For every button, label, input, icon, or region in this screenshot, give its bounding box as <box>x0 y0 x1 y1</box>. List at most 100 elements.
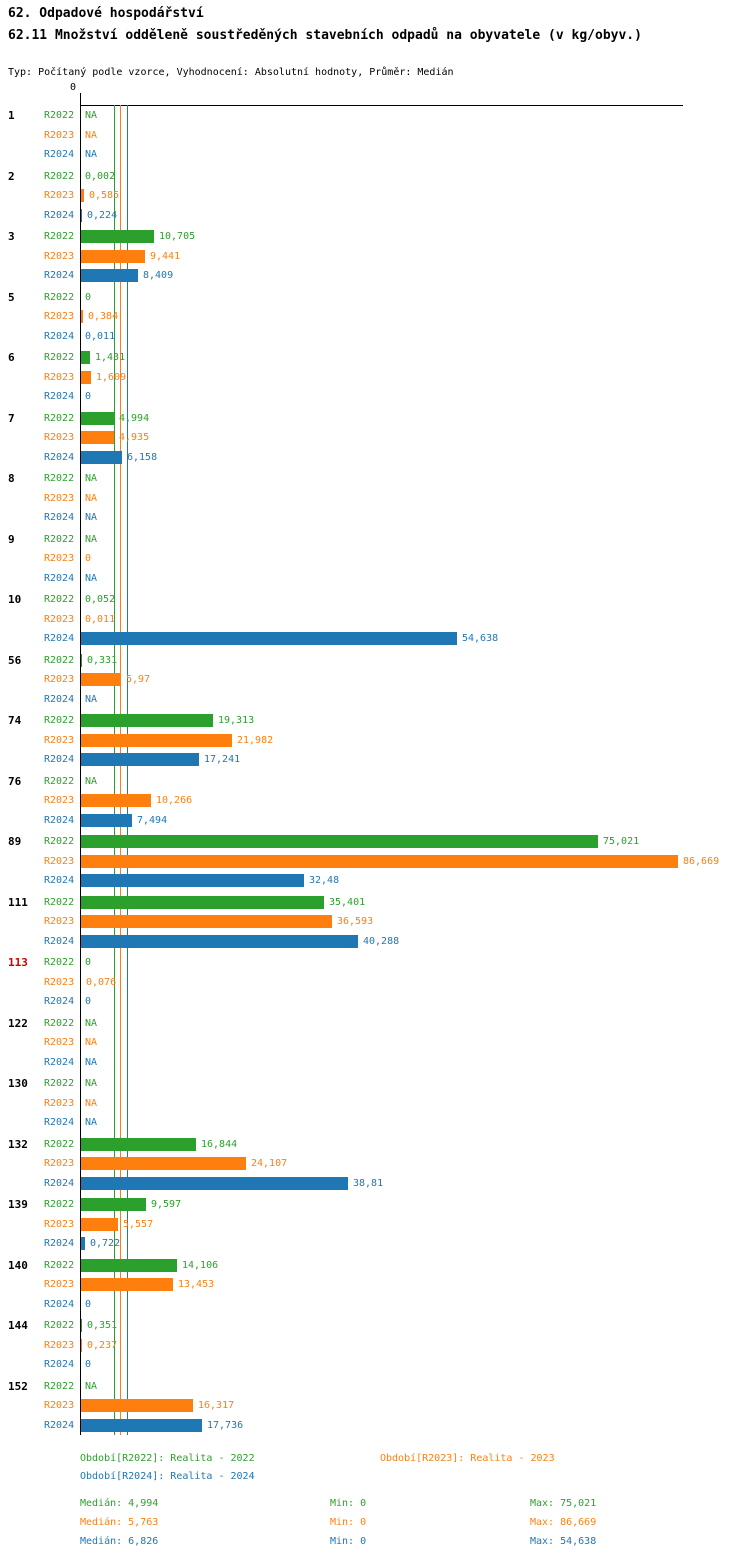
axis-vertical-line <box>80 105 81 1435</box>
group-id-label: 1 <box>8 109 15 123</box>
value-label: 0,331 <box>87 654 118 666</box>
value-label: 0,011 <box>85 613 116 625</box>
stat-max-r2023: Max: 86,669 <box>530 1517 597 1528</box>
value-label: 16,317 <box>198 1400 235 1412</box>
series-label: R2023 <box>44 1339 75 1351</box>
group-id-label: 5 <box>8 290 15 304</box>
bar-cell: 1,609 <box>80 370 750 384</box>
series-label: R2022 <box>44 231 75 243</box>
bar <box>80 673 121 687</box>
value-label: 24,107 <box>251 1158 288 1170</box>
chart-row: R2023 NA <box>0 1094 750 1114</box>
bar-cell: 0,351 <box>80 1319 750 1333</box>
value-label: NA <box>85 775 98 787</box>
bar-cell: 0,384 <box>80 310 750 324</box>
chart-row: 76 R2022 NA <box>0 772 750 792</box>
bar-cell: 0,011 <box>80 330 750 343</box>
bar-cell: 0,052 <box>80 593 750 606</box>
bar-cell: 86,669 <box>80 854 750 868</box>
group-id-label: 140 <box>8 1258 28 1272</box>
chart-meta-line: Typ: Počítaný podle vzorce, Vyhodnocení:… <box>8 67 454 78</box>
value-label: 19,313 <box>218 715 255 727</box>
series-label: R2023 <box>44 1037 75 1049</box>
series-label: R2023 <box>44 734 75 746</box>
legend: Období[R2022]: Realita - 2022 Období[R20… <box>80 1453 750 1482</box>
bar <box>80 934 358 948</box>
series-label: R2022 <box>44 1078 75 1090</box>
bar-cell: 35,401 <box>80 895 750 909</box>
series-label: R2024 <box>44 1238 75 1250</box>
chart-row: R2023 0,011 <box>0 610 750 630</box>
bar <box>80 653 82 667</box>
bar-cell: NA <box>80 693 750 706</box>
bar-cell: 0 <box>80 552 750 565</box>
chart-group: 140 R2022 14,106 R2023 13,453 R2024 0 <box>0 1256 750 1315</box>
value-label: 17,736 <box>207 1419 244 1431</box>
group-id-label: 139 <box>8 1198 28 1212</box>
bar <box>80 1237 85 1251</box>
series-label: R2024 <box>44 1419 75 1431</box>
bar <box>80 431 114 445</box>
chart-group: 144 R2022 0,351 R2023 0,237 R2024 0 <box>0 1316 750 1375</box>
chart-row: R2023 0,237 <box>0 1336 750 1356</box>
bar-cell: NA <box>80 511 750 524</box>
chart-row: R2024 38,81 <box>0 1174 750 1194</box>
chart-header: 62. Odpadové hospodářství 62.11 Množství… <box>0 0 750 78</box>
series-label: R2024 <box>44 1298 75 1310</box>
value-label: NA <box>85 1380 98 1392</box>
series-label: R2024 <box>44 391 75 403</box>
bar <box>80 1198 146 1212</box>
value-label: 0 <box>85 1298 92 1310</box>
series-label: R2022 <box>44 1380 75 1392</box>
bar-cell: 0,585 <box>80 189 750 203</box>
bar-cell: 17,241 <box>80 753 750 767</box>
bar <box>80 1217 118 1231</box>
group-id-label: 8 <box>8 472 15 486</box>
series-label: R2024 <box>44 149 75 161</box>
bar-cell: 8,409 <box>80 269 750 283</box>
value-label: 0,052 <box>85 594 116 606</box>
value-label: 0 <box>85 291 92 303</box>
bar-cell: 1,431 <box>80 351 750 365</box>
value-label: 6,158 <box>127 451 158 463</box>
chart-row: 130 R2022 NA <box>0 1074 750 1094</box>
chart-row: 8 R2022 NA <box>0 469 750 489</box>
series-label: R2022 <box>44 715 75 727</box>
series-label: R2023 <box>44 553 75 565</box>
series-label: R2024 <box>44 1056 75 1068</box>
chart-row: R2024 NA <box>0 145 750 165</box>
bar-cell: 36,593 <box>80 915 750 929</box>
chart-row: 56 R2022 0,331 <box>0 651 750 671</box>
group-id-label: 89 <box>8 835 22 849</box>
chart-group: 139 R2022 9,597 R2023 5,557 R2024 0,722 <box>0 1195 750 1254</box>
bar-cell: 32,48 <box>80 874 750 888</box>
chart-row: R2023 1,609 <box>0 368 750 388</box>
value-label: 9,597 <box>151 1199 182 1211</box>
chart-row: R2023 4,935 <box>0 428 750 448</box>
chart-row: 132 R2022 16,844 <box>0 1135 750 1155</box>
chart-group: 76 R2022 NA R2023 10,266 R2024 7,494 <box>0 772 750 831</box>
value-label: NA <box>85 1037 98 1049</box>
value-label: 0,076 <box>86 976 117 988</box>
bar-cell: 0 <box>80 1358 750 1371</box>
value-label: NA <box>85 572 98 584</box>
chart-title: 62. Odpadové hospodářství <box>8 6 204 21</box>
chart-row: R2024 0 <box>0 1355 750 1375</box>
bar <box>80 1137 196 1151</box>
series-label: R2024 <box>44 451 75 463</box>
series-label: R2022 <box>44 594 75 606</box>
value-label: 10,705 <box>159 231 196 243</box>
stat-min-r2022: Min: 0 <box>330 1498 367 1509</box>
series-label: R2023 <box>44 1218 75 1230</box>
bar-cell: NA <box>80 1116 750 1129</box>
series-label: R2022 <box>44 1138 75 1150</box>
bar-cell: 16,844 <box>80 1137 750 1151</box>
series-label: R2023 <box>44 976 75 988</box>
bar-cell: NA <box>80 572 750 585</box>
series-label: R2024 <box>44 693 75 705</box>
group-id-label: 2 <box>8 169 15 183</box>
bar-cell: NA <box>80 1017 750 1030</box>
chart-group: 130 R2022 NA R2023 NA R2024 NA <box>0 1074 750 1133</box>
bar <box>80 1278 173 1292</box>
bar-cell: 0 <box>80 291 750 304</box>
